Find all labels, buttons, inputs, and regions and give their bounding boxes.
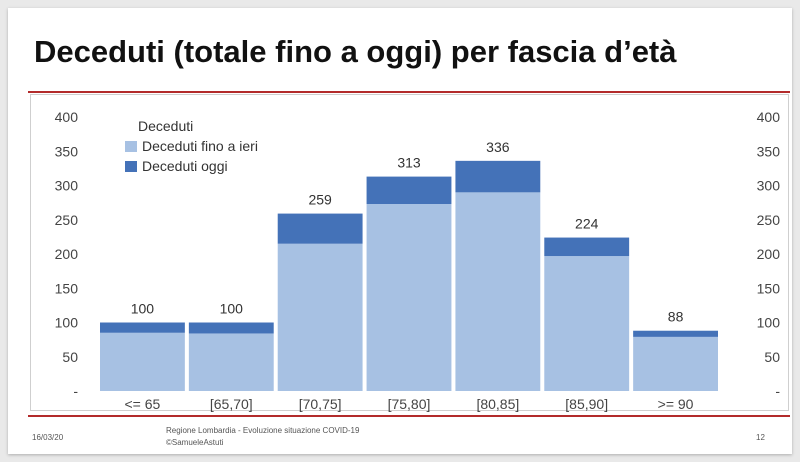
y-tick-label-left: 250 <box>55 212 79 228</box>
title-divider <box>28 91 790 93</box>
y-tick-label-right: 400 <box>757 109 781 125</box>
y-axis-left: - 50 100 150 200 250 300 350 400 <box>55 109 79 399</box>
footer-source: Regione Lombardia - Evoluzione situazion… <box>166 426 360 435</box>
bar-segment-fino-a-ieri <box>277 243 363 391</box>
y-tick-label-right: 250 <box>757 212 781 228</box>
legend-swatch-fino-a-ieri <box>125 141 137 152</box>
x-tick-label: [85,90] <box>565 396 608 412</box>
y-tick-label-right: 150 <box>757 280 781 296</box>
footer-credit: ©SamueleAstuti <box>166 438 224 447</box>
bar-total-label: 259 <box>308 192 332 208</box>
y-tick-label-left: 400 <box>55 109 79 125</box>
bar-segment-oggi <box>277 213 363 244</box>
x-tick-label: [80,85] <box>476 396 519 412</box>
y-tick-label-right: 200 <box>757 246 781 262</box>
bar-segment-oggi <box>633 330 718 337</box>
bar-segment-fino-a-ieri <box>633 336 718 391</box>
y-tick-label-right: - <box>775 383 780 399</box>
bars-group <box>100 160 718 391</box>
x-tick-label: <= 65 <box>125 396 161 412</box>
bar-total-label: 100 <box>220 301 244 317</box>
bar-segment-oggi <box>188 322 274 334</box>
legend: Deceduti Deceduti fino a ieri Deceduti o… <box>125 118 258 174</box>
y-tick-label-left: 100 <box>55 315 79 331</box>
bar-total-label: 100 <box>131 301 155 317</box>
x-axis-labels: <= 65 [65,70] [70,75] [75,80] [80,85] [85,90]… <box>125 396 694 412</box>
bar-segment-oggi <box>366 176 452 204</box>
x-tick-label: [70,75] <box>299 396 342 412</box>
bar-total-label: 224 <box>575 216 599 232</box>
y-tick-label-left: 150 <box>55 280 79 296</box>
y-tick-label-right: 100 <box>757 315 781 331</box>
bar-total-label: 88 <box>668 309 684 325</box>
y-tick-label-left: 50 <box>62 349 78 365</box>
legend-title: Deceduti <box>138 118 193 134</box>
slide-title: Deceduti (totale fino a oggi) per fascia… <box>34 34 677 69</box>
y-tick-label-left: 350 <box>55 143 79 159</box>
bar-total-label: 336 <box>486 139 510 155</box>
legend-label-fino-a-ieri: Deceduti fino a ieri <box>142 138 258 154</box>
chart-container: - 50 100 150 200 250 300 350 400 - 50 100 150 200 250… <box>30 94 790 419</box>
bar-segment-fino-a-ieri <box>544 256 630 391</box>
y-tick-label-right: 50 <box>764 349 780 365</box>
y-tick-label-left: 300 <box>55 178 79 194</box>
footer-date: 16/03/20 <box>32 433 64 442</box>
legend-label-oggi: Deceduti oggi <box>142 158 228 174</box>
bar-segment-oggi <box>544 237 630 257</box>
y-tick-label-left: - <box>73 383 78 399</box>
y-tick-label-right: 350 <box>757 143 781 159</box>
bar-segment-fino-a-ieri <box>455 192 541 391</box>
bar-total-label: 313 <box>397 155 421 171</box>
y-axis-right: - 50 100 150 200 250 300 350 400 <box>757 109 781 399</box>
slide: Deceduti (totale fino a oggi) per fascia… <box>8 8 792 454</box>
bar-segment-oggi <box>100 322 185 333</box>
bar-segment-fino-a-ieri <box>366 203 452 391</box>
y-tick-label-left: 200 <box>55 246 79 262</box>
total-labels-group: 100 100 259 313 336 224 88 <box>131 139 684 325</box>
x-tick-label: [65,70] <box>210 396 253 412</box>
bar-segment-fino-a-ieri <box>188 333 274 391</box>
bar-segment-oggi <box>455 160 541 193</box>
footer-page-number: 12 <box>756 433 765 442</box>
stacked-bar-chart: - 50 100 150 200 250 300 350 400 - 50 100 150 200 250… <box>30 94 789 412</box>
legend-swatch-oggi <box>125 161 137 172</box>
x-tick-label: >= 90 <box>658 396 694 412</box>
x-tick-label: [75,80] <box>388 396 431 412</box>
y-tick-label-right: 300 <box>757 178 781 194</box>
footer-divider <box>28 415 790 417</box>
bar-segment-fino-a-ieri <box>100 332 185 391</box>
